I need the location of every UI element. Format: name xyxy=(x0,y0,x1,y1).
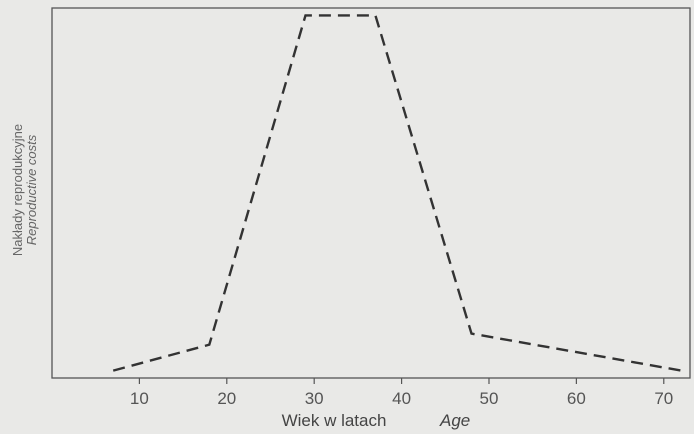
series-line xyxy=(112,14,682,372)
y-axis-label: Nakłady reprodukcyjne Reproductive costs xyxy=(10,124,39,256)
x-tick-label: 70 xyxy=(654,389,673,408)
y-axis-label-en: Reproductive costs xyxy=(24,134,39,245)
y-axis-label-pl: Nakłady reprodukcyjne xyxy=(10,124,25,256)
x-tick-label: 50 xyxy=(480,389,499,408)
x-tick-label: 40 xyxy=(392,389,411,408)
x-ticks: 10 20 30 40 50 60 70 xyxy=(130,378,673,408)
x-axis-label-pl: Wiek w latach xyxy=(282,411,387,430)
x-tick-label: 20 xyxy=(217,389,236,408)
x-tick-label: 60 xyxy=(567,389,586,408)
x-tick-label: 30 xyxy=(305,389,324,408)
plot-frame xyxy=(51,7,691,379)
x-axis-label-en: Age xyxy=(439,411,470,430)
x-axis-label: Wiek w latach Age xyxy=(282,411,471,430)
x-tick-label: 10 xyxy=(130,389,149,408)
